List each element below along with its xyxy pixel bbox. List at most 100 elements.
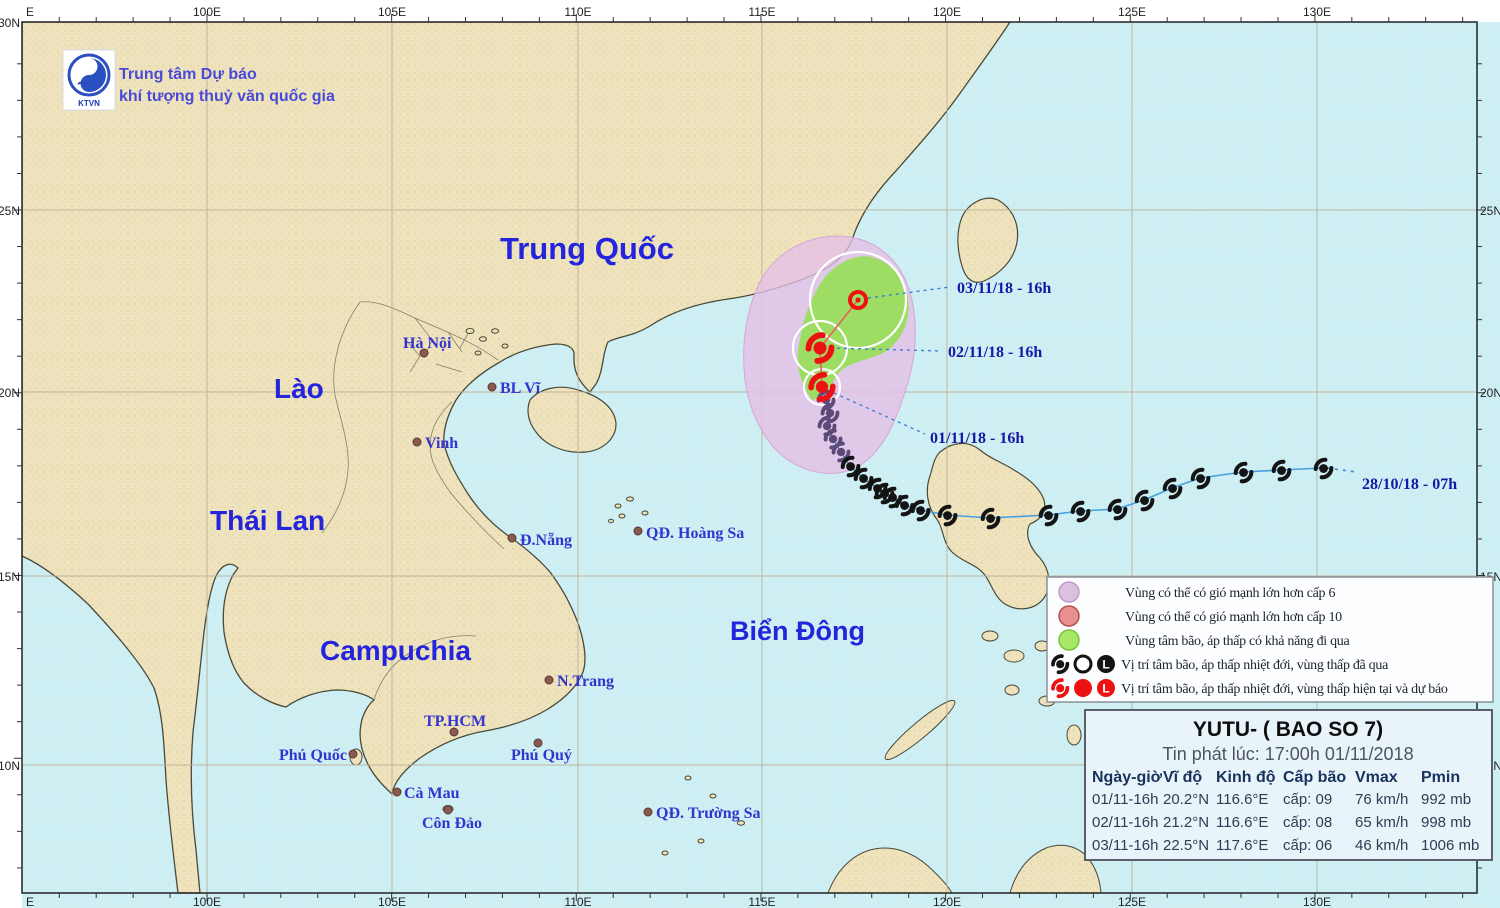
axis-labels: E 100E 105E 110E 115E 120E 125E 130E E 1… xyxy=(0,5,1500,908)
storm-issued: Tin phát lúc: 17:00h 01/11/2018 xyxy=(1162,744,1413,764)
col-vmax: Vmax xyxy=(1355,769,1398,786)
storm-table-header: Ngày-giờ Vĩ độ Kinh độ Cấp bão Vmax Pmin xyxy=(1092,769,1460,786)
forecast-position-0311 xyxy=(848,290,868,310)
cell: 116.6°E xyxy=(1216,814,1268,831)
cell: cấp: 06 xyxy=(1283,837,1332,854)
cell: cấp: 08 xyxy=(1283,814,1332,831)
legend-letter-l-past: L xyxy=(1102,658,1109,672)
top-margin xyxy=(0,0,1500,22)
track-label-2810: 28/10/18 - 07h xyxy=(1362,476,1457,493)
cell: 01/11-16h xyxy=(1092,791,1158,808)
axis-left-20n: 20N xyxy=(0,386,20,400)
col-kinhdo: Kinh độ xyxy=(1216,769,1276,786)
axis-bottom-105e: 105E xyxy=(378,895,406,908)
axis-bottom-115e: 115E xyxy=(748,895,775,908)
axis-bottom-120e: 120E xyxy=(933,895,961,908)
cell: 20.2°N xyxy=(1163,791,1209,808)
cell: 65 km/h xyxy=(1355,814,1408,831)
island-taiwan xyxy=(957,197,1019,283)
city-label-vinh: Vinh xyxy=(425,435,458,452)
city-label-condao: Côn Đảo xyxy=(422,815,482,832)
zone-center-path xyxy=(797,256,909,400)
graticule xyxy=(22,22,1477,893)
country-borders xyxy=(321,301,505,701)
cell: 02/11-16h xyxy=(1092,814,1158,831)
track-label-0311: 03/11/18 - 16h xyxy=(957,280,1051,297)
city-label-tphcm: TP.HCM xyxy=(424,713,486,730)
axis-top-115e: 115E xyxy=(748,5,775,19)
agency-name-line2: khí tượng thuỷ văn quốc gia xyxy=(119,88,335,105)
axis-top-110e: 110E xyxy=(564,5,591,19)
cell: 116.6°E xyxy=(1216,791,1268,808)
cell: 22.5°N xyxy=(1163,837,1209,854)
axis-bottom-110e: 110E xyxy=(564,895,591,908)
city-label-blvi: BL Vĩ xyxy=(500,380,541,397)
left-margin xyxy=(0,0,22,908)
island-hainan xyxy=(527,386,617,453)
axis-top-105e: 105E xyxy=(378,5,406,19)
legend-item-past: Vị trí tâm bão, áp thấp nhiệt đới, vùng … xyxy=(1121,658,1389,673)
axis-left-15n: 15N xyxy=(0,570,20,584)
legend-zone-cap10-icon xyxy=(1058,605,1080,627)
map-frame xyxy=(21,21,1478,894)
axis-right-25n: 25N xyxy=(1480,204,1500,218)
region-label-laos: Lào xyxy=(274,373,324,404)
cell: 1006 mb xyxy=(1421,837,1479,854)
city-label-camau: Cà Mau xyxy=(404,785,460,802)
storm-table-row-2: 02/11-16h 21.2°N 116.6°E cấp: 08 65 km/h… xyxy=(1092,814,1471,831)
legend-zone-cap6-icon xyxy=(1058,581,1080,603)
region-label-thailand: Thái Lan xyxy=(210,505,325,536)
legend-item-cap6: Vùng có thể có gió mạnh lớn hơn cấp 6 xyxy=(1125,586,1335,601)
axis-bottom-100e: 100E xyxy=(193,895,221,908)
axis-ticks xyxy=(14,14,1485,901)
city-label-danang: Đ.Nẵng xyxy=(520,532,572,549)
logo-text: KTVN xyxy=(78,99,100,108)
city-label-truongsa: QĐ. Trường Sa xyxy=(656,805,761,822)
axis-top-125e: 125E xyxy=(1118,5,1146,19)
axis-top-100e: 100E xyxy=(193,5,221,19)
track-label-0111: 01/11/18 - 16h xyxy=(930,430,1024,447)
axis-top-partial: E xyxy=(26,5,34,19)
col-pmin: Pmin xyxy=(1421,769,1460,786)
storm-table-row-1: 01/11-16h 20.2°N 116.6°E cấp: 09 76 km/h… xyxy=(1092,791,1471,808)
axis-left-25n: 25N xyxy=(0,204,20,218)
date-leader-lines xyxy=(829,286,951,435)
storm-title: YUTU- ( BAO SO 7) xyxy=(1193,718,1383,741)
track-label-0211: 02/11/18 - 16h xyxy=(948,344,1042,361)
axis-top-130e: 130E xyxy=(1303,5,1331,19)
cell: 21.2°N xyxy=(1163,814,1209,831)
sea-label-biendong: Biển Đông xyxy=(730,616,865,646)
agency-name-line1: Trung tâm Dự báo xyxy=(119,66,257,83)
col-capbao: Cấp bão xyxy=(1283,769,1346,786)
axis-bottom-125e: 125E xyxy=(1118,895,1146,908)
legend-letter-l-forecast: L xyxy=(1102,682,1109,696)
storm-table-row-3: 03/11-16h 22.5°N 117.6°E cấp: 06 46 km/h… xyxy=(1092,837,1479,854)
region-label-china: Trung Quốc xyxy=(500,231,674,266)
cell: 46 km/h xyxy=(1355,837,1408,854)
legend-past-symbols: L xyxy=(1051,654,1115,675)
col-vido: Vĩ độ xyxy=(1163,769,1202,786)
agency-logo: KTVN xyxy=(62,49,116,111)
cell: 117.6°E xyxy=(1216,837,1268,854)
city-label-hoangsa: QĐ. Hoàng Sa xyxy=(646,525,744,542)
track-start-dashes xyxy=(1326,467,1357,473)
legend-item-forecast: Vị trí tâm bão, áp thấp nhiệt đới, vùng … xyxy=(1121,682,1448,697)
legend-panel: L L Vùng có thể có gió mạnh lớn hơn cấp … xyxy=(1046,576,1494,703)
axis-left-partial-30n: 30N xyxy=(0,16,20,30)
region-label-cambodia: Campuchia xyxy=(320,635,471,666)
axis-bottom-130e: 130E xyxy=(1303,895,1331,908)
storm-info-panel: YUTU- ( BAO SO 7) Tin phát lúc: 17:00h 0… xyxy=(1084,709,1493,861)
legend-item-center: Vùng tâm bão, áp thấp có khả năng đi qua xyxy=(1125,634,1350,649)
axis-left-10n: 10N xyxy=(0,759,20,773)
col-ngaygio: Ngày-giờ xyxy=(1092,769,1163,786)
city-markers xyxy=(348,348,653,817)
city-label-ntrang: N.Trang xyxy=(557,673,614,690)
legend-zone-center-icon xyxy=(1058,629,1080,651)
cell: 998 mb xyxy=(1421,814,1471,831)
axis-bottom-partial: E xyxy=(26,895,34,908)
cell: cấp: 09 xyxy=(1283,791,1332,808)
landmass-mainland-asia xyxy=(21,21,1012,894)
axis-top-120e: 120E xyxy=(933,5,961,19)
city-label-phuquoc: Phú Quốc xyxy=(279,747,347,764)
